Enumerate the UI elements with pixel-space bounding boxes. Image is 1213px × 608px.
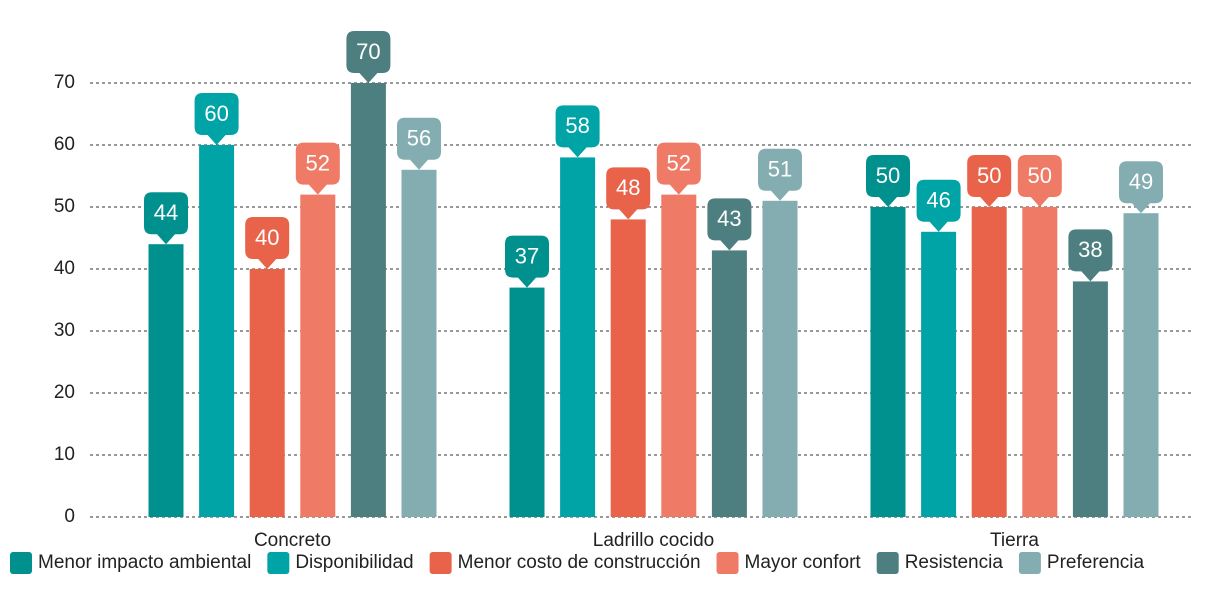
bar	[401, 169, 437, 518]
callout	[866, 155, 910, 207]
y-tick-label: 40	[54, 258, 75, 279]
callout	[916, 179, 961, 232]
bar	[199, 145, 235, 517]
bar	[971, 207, 1007, 517]
data-label: 58	[565, 113, 589, 138]
bar	[350, 83, 386, 517]
bar	[509, 287, 545, 517]
callout	[1068, 229, 1113, 282]
data-label: 44	[154, 200, 178, 225]
callout	[194, 93, 239, 145]
y-tick-label: 60	[54, 134, 75, 155]
callout	[707, 198, 752, 251]
bar	[762, 200, 798, 518]
callout	[505, 235, 549, 288]
legend-swatch	[1018, 552, 1041, 574]
x-tick-label: Ladrillo cocido	[593, 530, 714, 551]
data-label: 50	[977, 163, 1001, 188]
bar	[711, 250, 747, 517]
bar	[1072, 281, 1108, 517]
legend-swatch	[267, 552, 290, 574]
data-label: 56	[407, 126, 431, 151]
bar	[921, 231, 957, 518]
legend-label: Mayor confort	[745, 552, 862, 573]
data-label: 48	[616, 175, 640, 200]
callout	[606, 167, 651, 220]
legend-label: Menor costo de construcción	[458, 552, 701, 573]
callout	[346, 31, 391, 83]
legend-swatch	[716, 552, 739, 574]
y-tick-label: 50	[54, 196, 75, 217]
y-tick-label: 70	[54, 72, 75, 93]
callout	[144, 192, 188, 245]
legend-label: Preferencia	[1047, 552, 1145, 573]
data-label: 40	[255, 225, 279, 250]
callout	[245, 217, 290, 269]
data-label: 52	[306, 150, 330, 175]
y-tick-label: 20	[54, 382, 75, 403]
bar	[300, 194, 336, 517]
legend-label: Disponibilidad	[295, 552, 413, 573]
bar	[1022, 207, 1058, 517]
x-tick-label: Concreto	[254, 530, 331, 551]
bar	[1123, 213, 1159, 517]
data-label: 52	[667, 150, 691, 175]
callout	[656, 142, 701, 195]
data-label: 43	[717, 206, 741, 231]
callout	[967, 155, 1012, 207]
callout	[1119, 161, 1163, 214]
x-tick-label: Tierra	[990, 530, 1039, 551]
callout	[397, 117, 441, 170]
data-label: 49	[1129, 169, 1153, 194]
data-label: 50	[1028, 163, 1052, 188]
callout	[1017, 155, 1062, 207]
data-label: 70	[356, 39, 380, 64]
legend-swatch	[876, 552, 899, 574]
callout	[555, 105, 600, 158]
y-tick-label: 30	[54, 320, 75, 341]
data-label: 38	[1078, 237, 1102, 262]
legend-swatch	[10, 552, 32, 574]
y-tick-label: 10	[54, 444, 75, 465]
bar	[560, 157, 596, 517]
data-label: 60	[204, 101, 228, 126]
data-label: 37	[515, 243, 539, 268]
legend-swatch	[429, 552, 452, 574]
callout	[295, 142, 340, 195]
bar	[249, 269, 285, 517]
bar	[610, 219, 646, 517]
callout	[758, 148, 802, 201]
data-label: 50	[876, 163, 900, 188]
legend-label: Resistencia	[905, 552, 1004, 573]
legend-label: Menor impacto ambiental	[38, 552, 251, 573]
bar	[661, 194, 697, 517]
data-label: 46	[926, 188, 950, 213]
bar	[870, 207, 906, 517]
y-tick-label: 0	[64, 506, 75, 527]
bar	[148, 244, 184, 517]
data-label: 51	[768, 157, 792, 182]
